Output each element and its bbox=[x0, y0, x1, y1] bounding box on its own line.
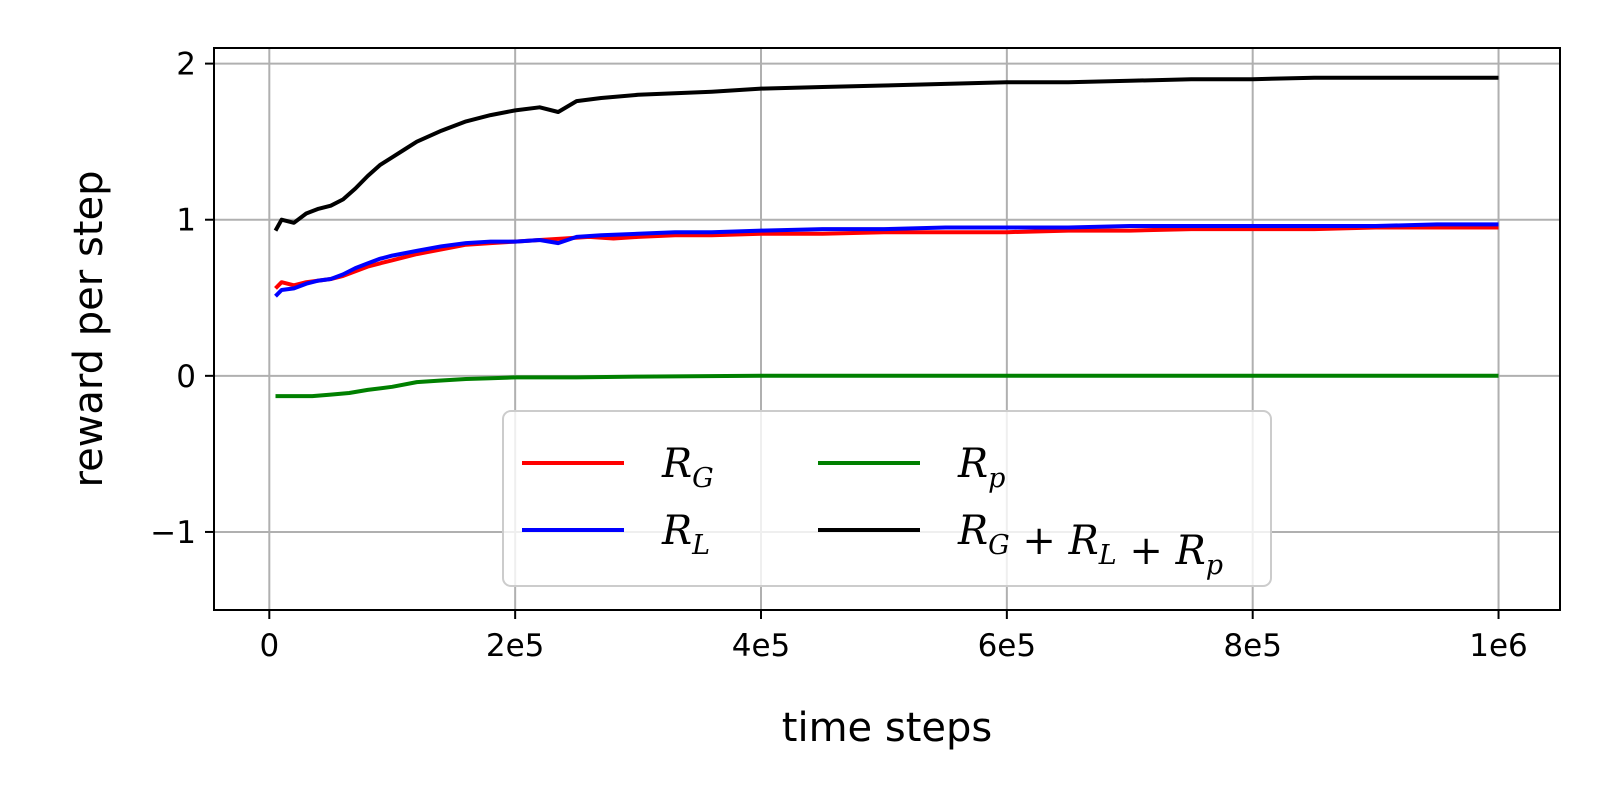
series-line bbox=[275, 373, 1499, 399]
legend-label: RG bbox=[661, 441, 714, 494]
x-tick-label: 1e6 bbox=[1469, 628, 1528, 664]
series-line bbox=[274, 222, 1499, 298]
legend-label: RL bbox=[661, 508, 710, 561]
y-tick-label: −1 bbox=[150, 515, 196, 551]
x-axis-title: time steps bbox=[782, 705, 992, 751]
x-tick-label: 8e5 bbox=[1223, 628, 1282, 664]
y-tick-label: 2 bbox=[176, 47, 196, 83]
legend-label: Rp bbox=[957, 441, 1005, 494]
y-axis-title: reward per step bbox=[66, 171, 112, 488]
y-tick-label: 0 bbox=[176, 359, 196, 395]
series-line bbox=[273, 75, 1499, 232]
axis-ticks: 0 2e5 4e5 6e5 8e5 1e6 −1 0 1 2 bbox=[150, 47, 1528, 664]
legend-label: RG + RL + Rp bbox=[957, 508, 1223, 581]
x-tick-label: 6e5 bbox=[978, 628, 1037, 664]
series-lines bbox=[273, 75, 1499, 399]
x-tick-label: 0 bbox=[259, 628, 279, 664]
x-tick-label: 4e5 bbox=[732, 628, 791, 664]
plot-frame bbox=[213, 47, 1561, 611]
y-tick-label: 1 bbox=[176, 203, 196, 239]
legend: RG RL Rp RG + RL + Rp bbox=[502, 410, 1272, 587]
x-tick-label: 2e5 bbox=[486, 628, 545, 664]
legend-frame bbox=[502, 410, 1272, 587]
